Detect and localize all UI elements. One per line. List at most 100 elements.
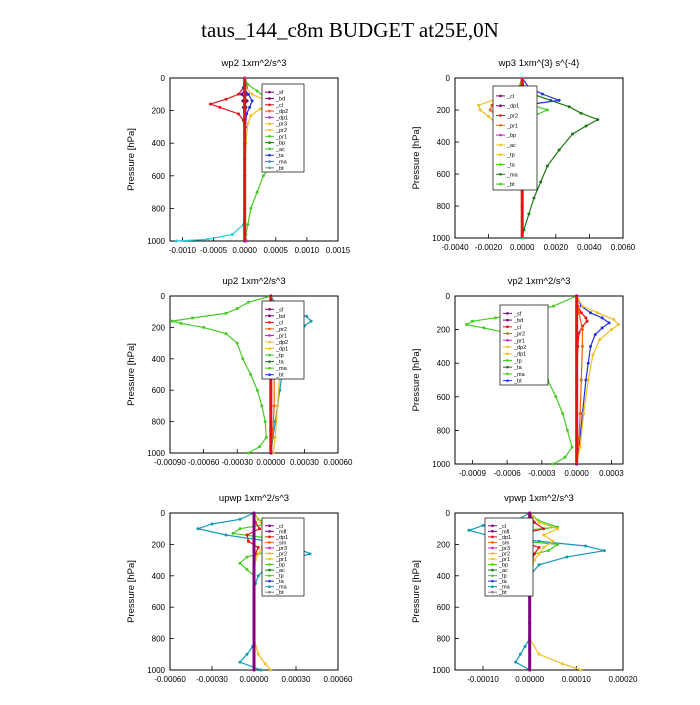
figure-title: taus_144_c8m BUDGET at25E,0N — [201, 18, 499, 42]
legend-label: _bp — [506, 133, 516, 139]
legend-label: _bp — [275, 141, 285, 147]
legend-label: _ma — [275, 366, 288, 372]
y-axis-label: Pressure [hPa] — [411, 127, 422, 190]
series-line-cl — [208, 77, 247, 242]
legend-label: _pr3 — [498, 546, 510, 552]
series-point-tp — [210, 522, 214, 526]
series-point-cl — [532, 552, 536, 556]
legend-marker — [268, 153, 271, 157]
legend-label: _dp1 — [506, 104, 519, 110]
series-point-pr2 — [269, 668, 273, 672]
legend-label: _bt — [275, 166, 284, 172]
legend-marker — [491, 574, 494, 577]
y-tick-label: 800 — [152, 635, 166, 644]
legend-label: _cl — [275, 320, 283, 326]
series-point-tp — [518, 652, 522, 656]
legend-marker — [268, 128, 271, 132]
legend-marker — [491, 568, 494, 572]
series-point-pr2 — [246, 122, 250, 126]
series-point-pr1 — [224, 311, 228, 315]
legend-marker — [268, 366, 271, 370]
legend-label: _sf — [275, 307, 284, 313]
legend-marker — [268, 585, 271, 588]
series-point-bp — [539, 180, 543, 184]
series-point-pr2 — [537, 652, 541, 656]
series-point-bp — [527, 212, 531, 216]
series-point-pr2 — [273, 435, 277, 439]
legend-label: _bd — [275, 96, 285, 102]
legend-label: _dp1 — [275, 115, 288, 121]
series-point-bp — [545, 164, 549, 168]
legend-marker — [268, 103, 271, 107]
y-axis-label: Pressure [hPa] — [126, 343, 137, 406]
series-point-bp — [250, 99, 254, 103]
series-point-cl — [208, 102, 212, 106]
legend-marker — [268, 166, 271, 170]
panel-title: up2 1xm^2/s^3 — [222, 276, 285, 287]
series-point-pr1 — [563, 455, 567, 459]
series-point-tp — [565, 555, 569, 559]
series-point-tp — [514, 660, 518, 664]
legend-marker — [268, 307, 271, 311]
x-tick-label: 0.00030 — [290, 458, 319, 467]
y-tick-label: 400 — [437, 138, 451, 147]
series-point-tp — [584, 544, 588, 548]
x-tick-label: 0.00000 — [515, 675, 544, 684]
legend-label: _sf — [275, 90, 284, 96]
legend-label: _pr2 — [275, 128, 287, 134]
x-tick-label: 0.0060 — [611, 243, 636, 252]
series-point-dp2 — [305, 314, 309, 318]
series-line-tp — [466, 512, 605, 671]
series-point-tp — [523, 644, 527, 648]
legend-marker — [506, 365, 509, 369]
y-tick-label: 600 — [152, 172, 166, 181]
panel-title: wp3 1xm^{3} s^{-4} — [498, 58, 580, 69]
y-tick-label: 1000 — [147, 449, 165, 458]
x-tick-label: 0.00000 — [256, 458, 285, 467]
series-point-dp2 — [607, 321, 611, 325]
y-tick-label: 0 — [161, 74, 166, 83]
legend-label: _dp1 — [498, 535, 511, 541]
legend-label: _pr2 — [513, 332, 525, 338]
x-tick-label: 0.00060 — [324, 458, 353, 467]
series-point-pr1 — [249, 373, 253, 376]
legend-marker — [499, 153, 502, 156]
y-tick-label: 600 — [152, 603, 166, 612]
series-point-pr2 — [532, 558, 536, 562]
x-tick-label: 0.00000 — [240, 675, 269, 684]
y-tick-label: 400 — [152, 572, 166, 581]
x-tick-label: -0.00060 — [154, 675, 186, 684]
panel-title: wp2 1xm^2/s^3 — [221, 58, 287, 69]
series-point-pr1 — [238, 527, 242, 531]
y-tick-label: 200 — [152, 323, 166, 332]
legend-marker — [491, 524, 494, 528]
y-tick-label: 400 — [152, 355, 166, 364]
x-tick-label: 0.0000 — [564, 469, 589, 478]
y-axis-label: Pressure [hPa] — [411, 349, 422, 412]
legend-label: _ma — [275, 160, 288, 166]
legend-label: _cl — [506, 94, 514, 100]
y-tick-label: 400 — [437, 572, 451, 581]
series-point-bp — [596, 118, 600, 122]
legend-marker — [491, 585, 494, 588]
legend-marker — [491, 535, 494, 539]
series-point-pr1 — [551, 462, 555, 466]
legend-marker — [268, 552, 271, 555]
y-tick-label: 1000 — [432, 666, 450, 675]
legend-marker — [268, 563, 271, 566]
legend-marker — [268, 141, 271, 144]
y-tick-label: 800 — [152, 204, 166, 213]
series-point-tp — [577, 437, 581, 441]
legend-label: _ta — [506, 163, 516, 169]
y-tick-label: 0 — [446, 74, 451, 83]
series-point-cl — [256, 546, 260, 550]
legend-marker — [506, 338, 509, 342]
x-tick-label: -0.00030 — [196, 675, 228, 684]
series-point-pr2 — [580, 304, 584, 308]
legend-label: _pr2 — [498, 551, 510, 557]
series-point-cl — [584, 316, 588, 320]
series-point-cl — [258, 527, 262, 531]
legend-marker — [491, 590, 494, 594]
legend-marker — [268, 535, 271, 539]
series-point-pr2 — [612, 318, 616, 322]
